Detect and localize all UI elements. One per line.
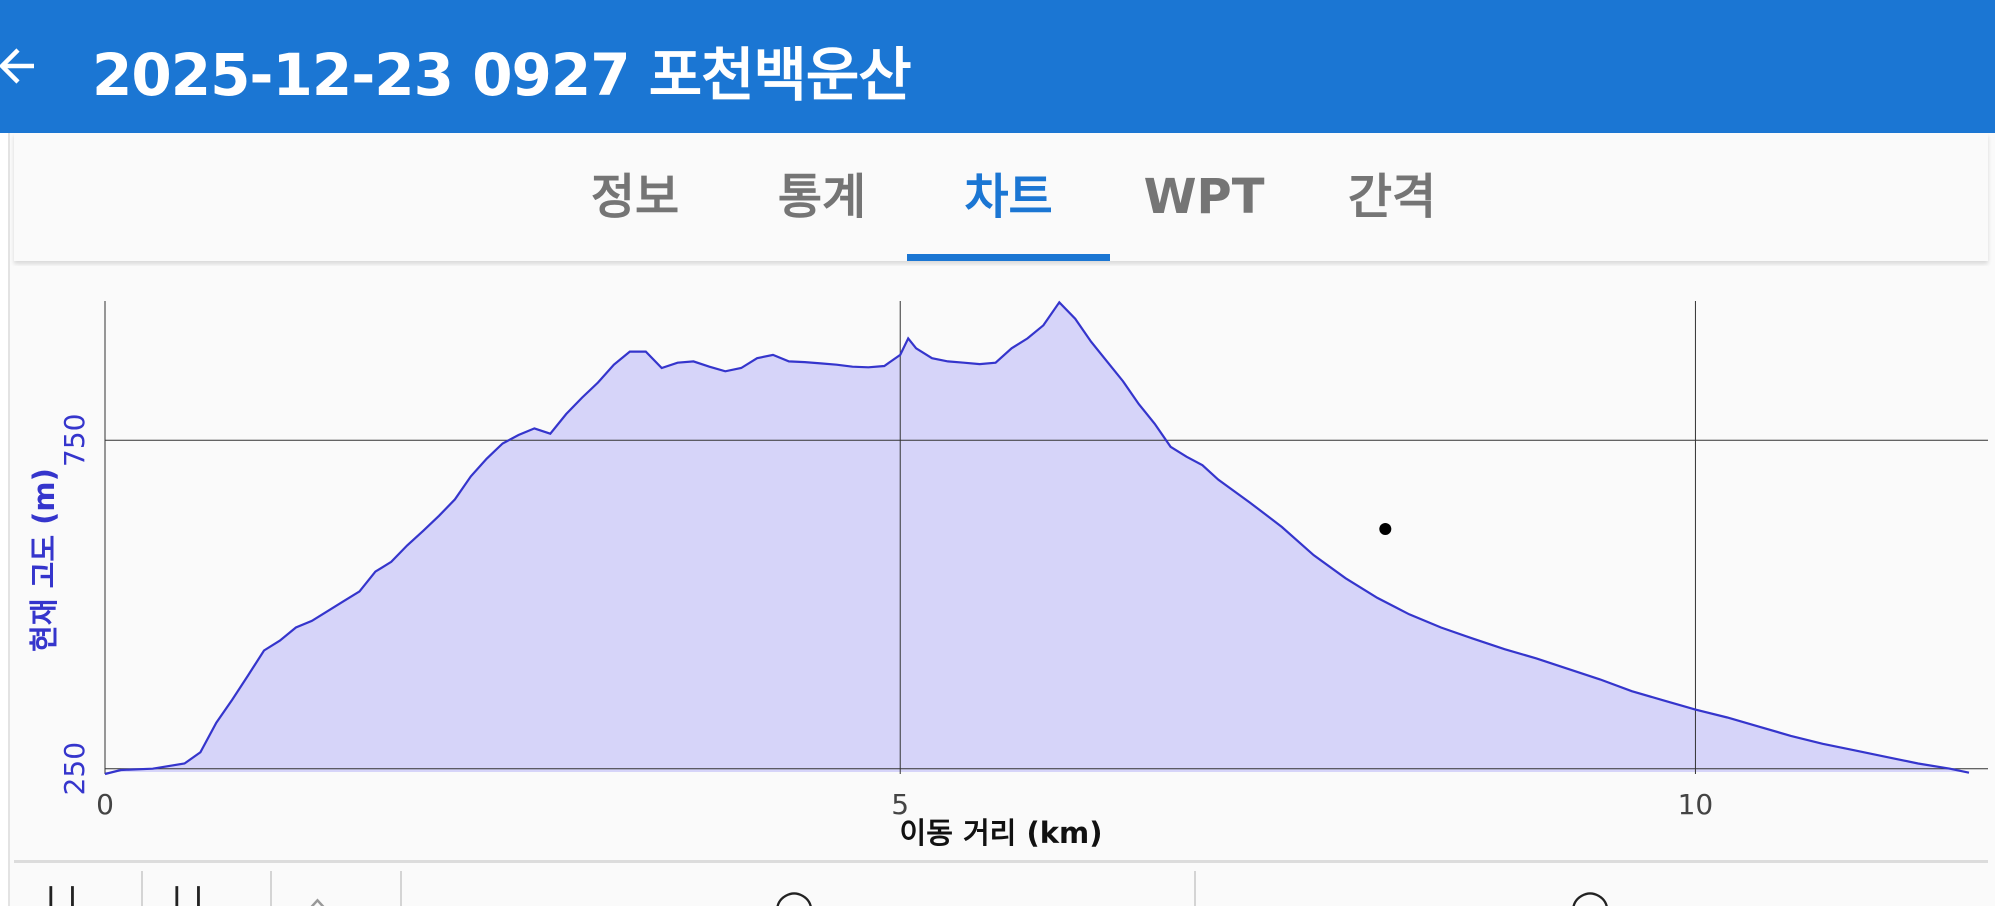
toolbar-button-4-icon[interactable]: ◯ [774, 891, 814, 906]
tab-bar: 정보 통계 차트 WPT 간격 [14, 133, 1988, 261]
tab-wpt[interactable]: WPT [1143, 169, 1265, 225]
y-tick-label: 750 [58, 414, 91, 467]
elevation-line [104, 300, 1970, 776]
tab-stats[interactable]: 통계 [777, 169, 867, 225]
toolbar-divider [400, 871, 402, 906]
elevation-chart[interactable]: 0 5 10 250 750 이동 거리 (km) 현재 고도 (m) [14, 266, 1988, 860]
tab-chart[interactable]: 차트 [964, 169, 1053, 225]
y-axis-label: 현재 고도 (m) [27, 468, 61, 652]
toolbar-button-3-icon[interactable]: ⌂ [306, 891, 329, 906]
bottom-toolbar: ┴┴ ┴┴ ⌂ ◯ ◯ [14, 863, 1988, 906]
x-tick-label: 5 [891, 788, 909, 821]
x-tick-label: 0 [96, 788, 114, 821]
bottom-divider [14, 860, 1988, 863]
position-marker [1379, 522, 1392, 535]
tab-interval[interactable]: 간격 [1347, 169, 1437, 225]
toolbar-divider [1194, 871, 1196, 906]
y-tick-label: 250 [58, 742, 91, 795]
page-title: 2025-12-23 0927 포천백운산 [92, 41, 912, 109]
toolbar-button-2-icon[interactable]: ┴┴ [166, 891, 209, 906]
x-tick-label: 10 [1678, 788, 1714, 821]
chart-svg: 0 5 10 250 750 이동 거리 (km) 현재 고도 (m) [27, 300, 1988, 850]
toolbar-button-5-icon[interactable]: ◯ [1570, 891, 1610, 906]
toolbar-divider [141, 871, 143, 906]
app-bar: 2025-12-23 0927 포천백운산 [0, 0, 1995, 133]
elevation-area [105, 302, 1969, 774]
x-axis-label: 이동 거리 (km) [900, 816, 1103, 850]
tab-info[interactable]: 정보 [590, 169, 680, 225]
active-tab-indicator [907, 254, 1110, 261]
toolbar-button-1-icon[interactable]: ┴┴ [40, 891, 83, 906]
left-divider [8, 133, 10, 906]
arrow-left-icon[interactable] [0, 38, 38, 94]
toolbar-divider [270, 871, 272, 906]
